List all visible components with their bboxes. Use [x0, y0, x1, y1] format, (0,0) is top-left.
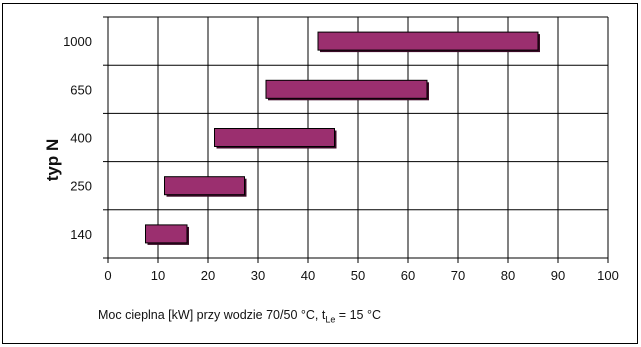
bar-140	[145, 224, 188, 244]
y-tick-label: 140	[70, 227, 92, 242]
y-tick-label: 650	[70, 82, 92, 97]
y-axis-label: typ N	[43, 139, 62, 182]
bar-400	[214, 128, 335, 147]
x-tick-label: 90	[551, 268, 565, 283]
tick-labels: 0 10 20 30 40 50 60 70 80 90 100 140 250 400 650 1000	[63, 34, 619, 283]
x-tick-label: 100	[597, 268, 619, 283]
bar-250	[164, 176, 245, 196]
y-tick-label: 250	[70, 179, 92, 194]
x-tick-label: 10	[151, 268, 165, 283]
x-tick-label: 40	[301, 268, 315, 283]
x-tick-label: 50	[351, 268, 365, 283]
x-tick-label: 60	[401, 268, 415, 283]
x-axis-label-tail: = 15 °C	[335, 308, 381, 322]
y-tick-label: 400	[70, 131, 92, 146]
y-tick-label: 1000	[63, 34, 92, 49]
x-tick-label: 0	[104, 268, 111, 283]
x-axis-label-main: Moc cieplna [kW] przy wodzie 70/50 °C, t	[98, 308, 326, 322]
bar-1000	[317, 31, 539, 51]
x-tick-label: 30	[251, 268, 265, 283]
x-tick-label: 80	[501, 268, 515, 283]
bar-650	[265, 79, 428, 99]
bars	[145, 31, 540, 245]
x-axis-label-subscript: Le	[325, 314, 336, 325]
grid	[107, 16, 609, 259]
x-tick-label: 70	[451, 268, 465, 283]
x-axis-label: Moc cieplna [kW] przy wodzie 70/50 °C, t…	[98, 308, 381, 325]
axes	[103, 16, 609, 263]
x-tick-label: 20	[201, 268, 215, 283]
